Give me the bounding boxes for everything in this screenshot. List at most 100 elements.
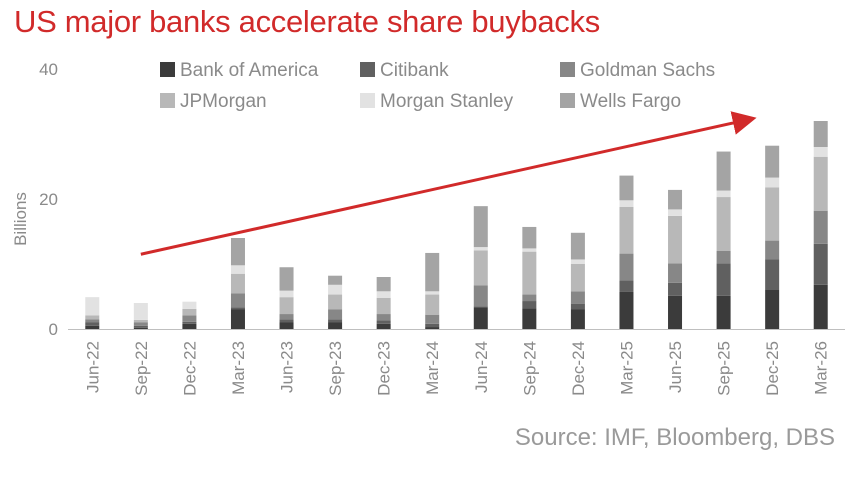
legend-swatch (360, 62, 375, 77)
bar-segment (716, 295, 731, 329)
bar-segment (328, 309, 343, 320)
bar-segment (813, 147, 828, 157)
bar-segment (85, 297, 100, 316)
bar-segment (765, 240, 780, 260)
bar-segment (668, 209, 683, 216)
bar-segment (279, 322, 294, 329)
bar-segment (522, 308, 537, 329)
bar-segment (570, 232, 585, 260)
bar-segment (425, 252, 440, 292)
bar-segment (133, 319, 148, 323)
bar-segment (716, 263, 731, 296)
bar-segment (668, 215, 683, 264)
bar-segment (473, 306, 488, 308)
bar-segment (376, 323, 391, 329)
legend-label: JPMorgan (180, 91, 267, 112)
bar-segment (473, 247, 488, 251)
bar-segment (230, 273, 245, 294)
bar-segment (279, 297, 294, 315)
bar-segment (279, 319, 294, 323)
bar-segment (619, 291, 634, 329)
bar-segment (668, 295, 683, 329)
x-tick-label: Dec-22 (180, 341, 199, 396)
bar-segment (376, 314, 391, 321)
x-tick-label: Dec-23 (375, 341, 394, 396)
x-tick-label: Dec-24 (569, 341, 588, 396)
bar-segment (619, 175, 634, 201)
x-tick-label: Dec-25 (763, 341, 782, 396)
bar-segment (473, 250, 488, 286)
bar-segment (182, 301, 197, 309)
bar-segment (230, 265, 245, 274)
bar-segment (328, 275, 343, 285)
bar-segment (182, 321, 197, 324)
y-tick-label: 0 (49, 320, 58, 339)
bar-segment (668, 282, 683, 296)
bar-segment (85, 325, 100, 329)
bar-segment (425, 327, 440, 329)
bar-segment (813, 284, 828, 329)
bar-segment (522, 226, 537, 249)
y-tick-label: 20 (39, 190, 58, 209)
chart-title: US major banks accelerate share buybacks (14, 4, 600, 39)
bar-segment (668, 189, 683, 210)
bar-segment (570, 291, 585, 304)
bar-segment (765, 177, 780, 188)
bar-segment (765, 259, 780, 290)
y-tick-label: 40 (39, 60, 58, 79)
legend-swatch (160, 62, 175, 77)
bar-segment (85, 322, 100, 326)
bar-segment (668, 263, 683, 283)
bar-segment (813, 210, 828, 244)
legend-label: Morgan Stanley (380, 91, 514, 112)
x-tick-label: Mar-23 (229, 341, 248, 395)
y-axis-label: Billions (11, 192, 30, 246)
x-tick-label: Mar-25 (617, 341, 636, 395)
bar-segment (279, 290, 294, 298)
bar-segment (765, 187, 780, 241)
bar-segment (570, 309, 585, 329)
bar-segment (425, 314, 440, 324)
bar-segment (230, 309, 245, 329)
bar-segment (473, 307, 488, 329)
bar-segment (522, 248, 537, 252)
x-tick-label: Sep-22 (132, 341, 151, 396)
bar-segment (425, 294, 440, 315)
x-tick-label: Mar-24 (423, 341, 442, 395)
bar-segment (230, 238, 245, 266)
bar-segment (813, 121, 828, 147)
bar-segment (328, 294, 343, 310)
bar-segment (328, 284, 343, 295)
legend-swatch (560, 93, 575, 108)
bar-segment (570, 303, 585, 310)
bar-segment (716, 197, 731, 251)
bar-segment (473, 206, 488, 248)
x-tick-label: Sep-23 (326, 341, 345, 396)
bar-segment (716, 151, 731, 191)
bar-segment (133, 303, 148, 320)
bar-segment (230, 307, 245, 310)
bar-segment (133, 322, 148, 326)
bar-segment (376, 277, 391, 292)
bar-segment (570, 259, 585, 264)
bar-segment (765, 290, 780, 329)
bar-segment (133, 325, 148, 328)
bar-segment (376, 320, 391, 324)
bar-segment (522, 301, 537, 309)
bar-segment (619, 206, 634, 254)
bar-segment (716, 251, 731, 264)
bar-segment (328, 322, 343, 329)
bar-segment (619, 200, 634, 207)
legend-swatch (160, 93, 175, 108)
bar-segment (813, 243, 828, 285)
bar-segment (813, 156, 828, 211)
bar-segment (85, 319, 100, 323)
bar-segment (279, 267, 294, 291)
bar-segment (279, 314, 294, 320)
x-tick-label: Jun-23 (278, 341, 297, 393)
trend-arrow (140, 111, 757, 256)
bar-segment (328, 319, 343, 323)
legend-label: Goldman Sachs (580, 60, 715, 81)
legend-label: Citibank (380, 60, 449, 81)
